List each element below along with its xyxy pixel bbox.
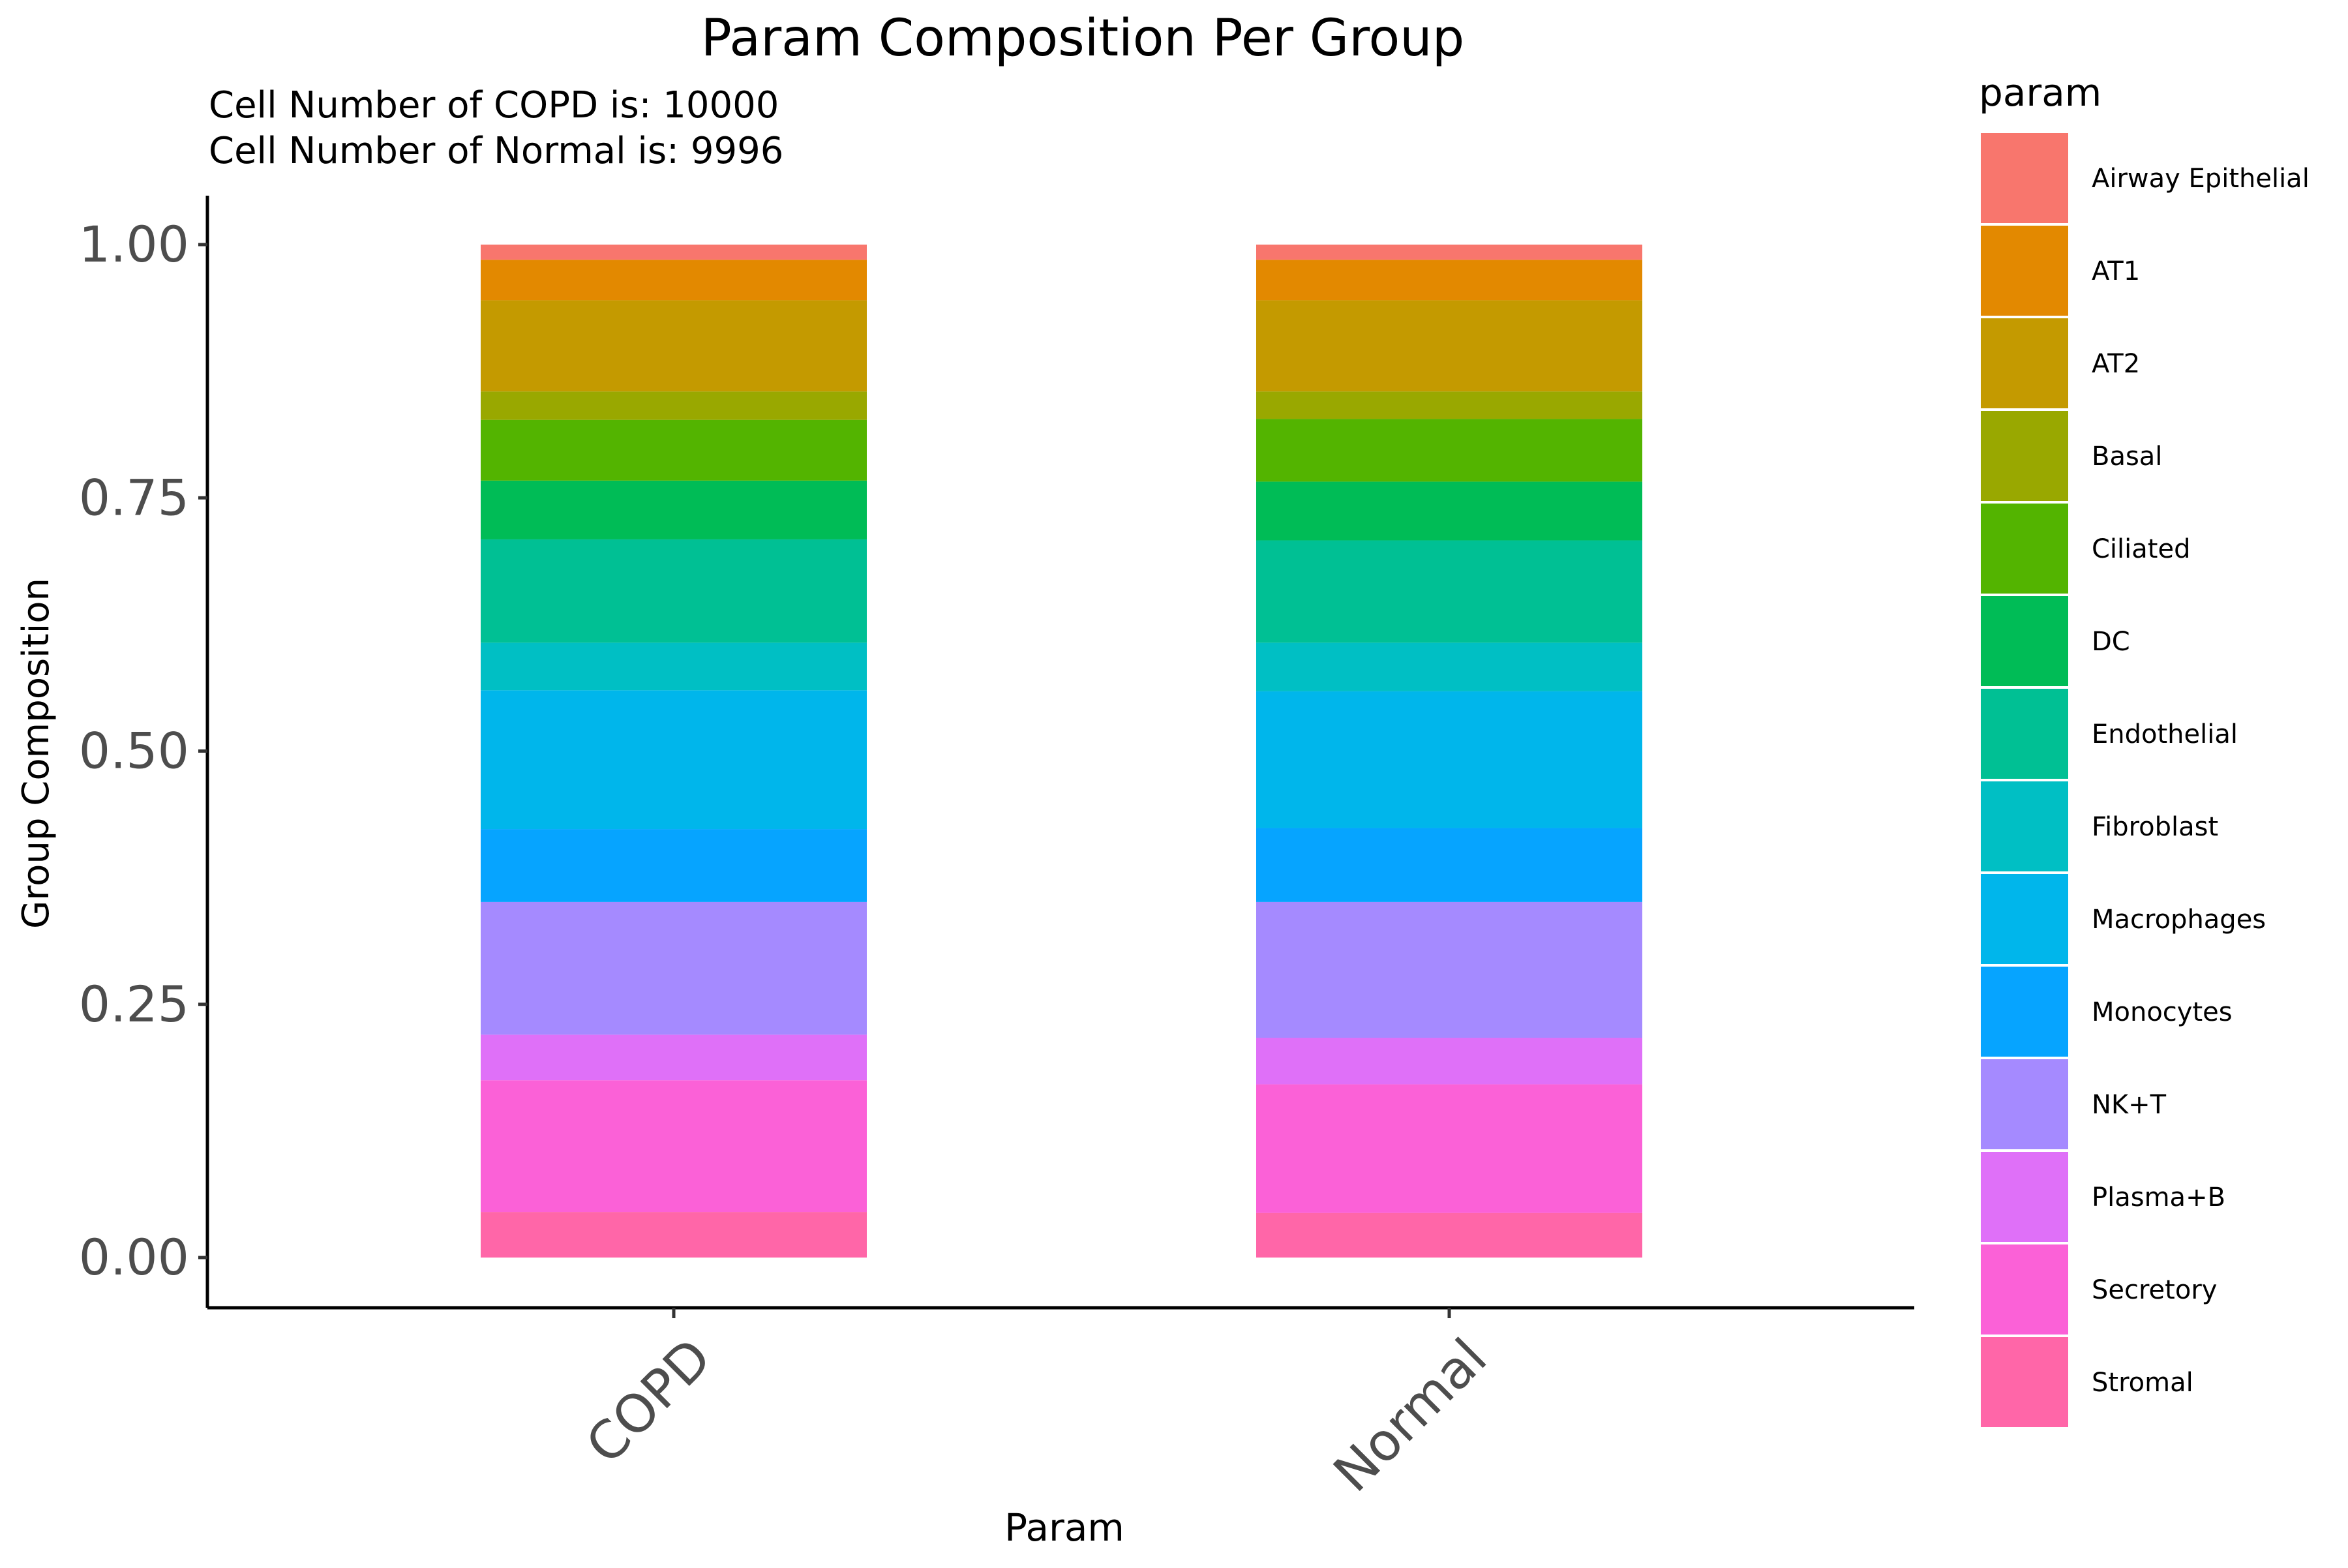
legend-swatch-secretory xyxy=(1978,1242,2071,1337)
bar-segment-copd-basal xyxy=(481,391,867,420)
bar-segment-copd-plasma-b xyxy=(481,1034,867,1081)
bar-segment-normal-stromal xyxy=(1256,1213,1642,1258)
legend-swatch-at2 xyxy=(1978,316,2071,411)
bar-segment-normal-nk-t xyxy=(1256,901,1642,1038)
legend-swatch-endothelial xyxy=(1978,686,2071,781)
legend-label: Fibroblast xyxy=(2092,812,2218,842)
y-tick-label: 0.25 xyxy=(79,975,189,1033)
bar-segment-copd-secretory xyxy=(481,1080,867,1213)
bar-segment-normal-at2 xyxy=(1256,300,1642,392)
bar-segment-normal-macrophages xyxy=(1256,691,1642,828)
bars-layer xyxy=(481,245,1642,1258)
legend-swatch-airway-epithelial xyxy=(1978,130,2071,226)
y-tick-label: 1.00 xyxy=(79,215,189,273)
x-axis-label: Param xyxy=(1004,1505,1124,1550)
bar-segment-copd-fibroblast xyxy=(481,642,867,691)
legend-label: Plasma+B xyxy=(2092,1183,2225,1213)
legend-swatch-monocytes xyxy=(1978,964,2071,1059)
legend-label: Endothelial xyxy=(2092,719,2238,749)
bar-segment-copd-endothelial xyxy=(481,539,867,643)
bar-segment-copd-airway-epithelial xyxy=(481,245,867,260)
legend-label: DC xyxy=(2092,627,2130,657)
chart-subtitle-line-1: Cell Number of COPD is: 10000 xyxy=(209,84,779,127)
legend-label: AT1 xyxy=(2092,256,2140,286)
chart-title: Param Composition Per Group xyxy=(701,9,1464,68)
y-tick-label: 0.00 xyxy=(79,1228,189,1286)
legend-layer: Airway Epithelial AT1 AT2 Basal Ciliated DC En… xyxy=(1978,130,2310,1430)
legend-label: Monocytes xyxy=(2092,997,2233,1027)
bar-segment-copd-at2 xyxy=(481,300,867,392)
bar-segment-normal-at1 xyxy=(1256,260,1642,301)
legend-swatch-nk-t xyxy=(1978,1057,2071,1152)
bar-segment-copd-macrophages xyxy=(481,690,867,830)
y-tick-label: 0.50 xyxy=(79,722,189,780)
legend-title: param xyxy=(1979,70,2101,115)
bar-segment-normal-endothelial xyxy=(1256,540,1642,643)
bar-segment-normal-plasma-b xyxy=(1256,1037,1642,1085)
legend-label: Basal xyxy=(2092,442,2162,472)
bar-segment-normal-airway-epithelial xyxy=(1256,245,1642,260)
chart-subtitle-line-2: Cell Number of Normal is: 9996 xyxy=(209,130,783,172)
bar-segment-copd-dc xyxy=(481,480,867,539)
x-tick-label-copd: COPD xyxy=(575,1327,723,1475)
bar-segment-copd-ciliated xyxy=(481,419,867,481)
y-axis-label: Group Composition xyxy=(15,578,57,929)
legend-swatch-fibroblast xyxy=(1978,779,2071,874)
x-tick-label-normal: Normal xyxy=(1322,1327,1498,1503)
legend-label: Macrophages xyxy=(2092,905,2266,935)
legend-label: AT2 xyxy=(2092,349,2140,379)
bar-segment-copd-nk-t xyxy=(481,901,867,1035)
bar-segment-normal-monocytes xyxy=(1256,828,1642,902)
bar-segment-normal-fibroblast xyxy=(1256,642,1642,691)
legend-label: Stromal xyxy=(2092,1368,2193,1398)
legend-swatch-plasma-b xyxy=(1978,1149,2071,1244)
legend-swatch-stromal xyxy=(1978,1334,2071,1430)
legend-swatch-at1 xyxy=(1978,223,2071,318)
bar-segment-copd-at1 xyxy=(481,260,867,301)
bar-segment-normal-ciliated xyxy=(1256,419,1642,482)
bar-segment-normal-secretory xyxy=(1256,1084,1642,1213)
legend-swatch-basal xyxy=(1978,408,2071,504)
bar-segment-copd-monocytes xyxy=(481,829,867,902)
bar-segment-normal-dc xyxy=(1256,481,1642,541)
legend-swatch-ciliated xyxy=(1978,501,2071,596)
legend-label: Secretory xyxy=(2092,1275,2217,1305)
legend-label: NK+T xyxy=(2092,1090,2167,1120)
y-tick-label: 0.75 xyxy=(79,468,189,526)
bar-segment-normal-basal xyxy=(1256,391,1642,419)
legend-label: Ciliated xyxy=(2092,534,2190,564)
bar-segment-copd-stromal xyxy=(481,1212,867,1258)
legend-label: Airway Epithelial xyxy=(2092,164,2310,194)
legend-swatch-dc xyxy=(1978,594,2071,689)
legend-swatch-macrophages xyxy=(1978,871,2071,967)
